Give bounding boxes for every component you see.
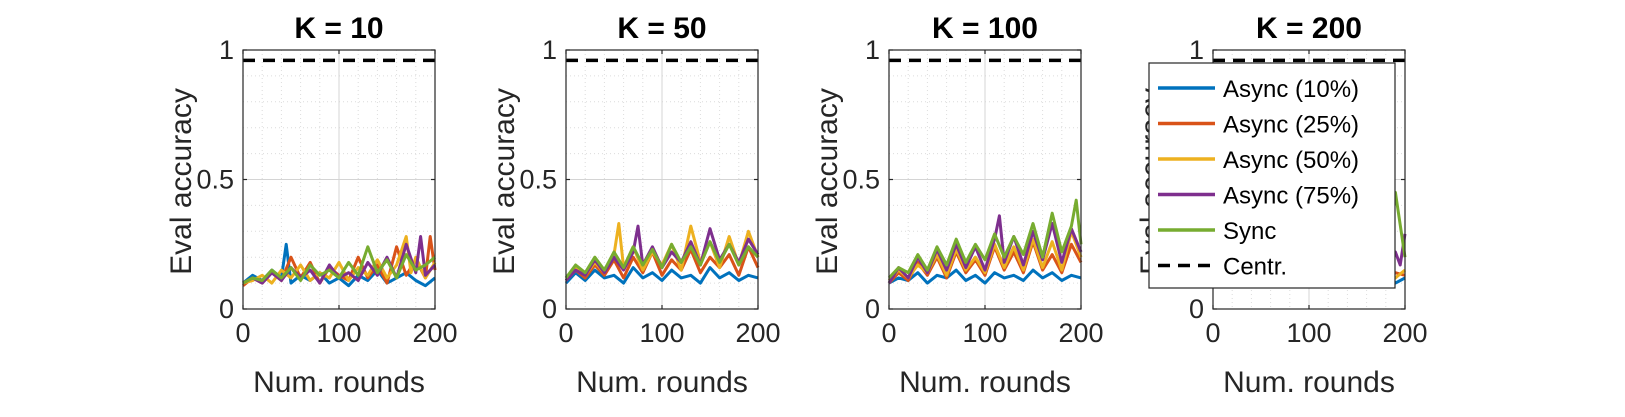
y-tick-label: 0 (219, 294, 234, 324)
legend: Async (10%) Async (25%) Async (50%) Async (… (1148, 62, 1396, 289)
chart-panel: 0 100 200 0 0.5 1 K = 10 Num. rounds Eval accura… (165, 12, 458, 399)
x-axis-label: Num. rounds (1223, 366, 1395, 399)
x-tick-label: 100 (639, 318, 684, 348)
legend-label: Async (75%) (1223, 183, 1359, 210)
series-line (888, 268, 1082, 285)
x-tick-label: 0 (1205, 318, 1220, 348)
series-line (564, 245, 760, 282)
y-tick-label: 1 (219, 35, 234, 65)
legend-label: Async (25%) (1223, 112, 1359, 139)
x-tick-label: 200 (735, 318, 780, 348)
series-line (564, 266, 759, 285)
y-tick-label: 0 (1189, 294, 1204, 324)
legend-item: Async (50%) (1158, 147, 1359, 174)
y-tick-label: 1 (1189, 35, 1204, 65)
series-line (887, 229, 1083, 282)
y-tick-label: 1 (865, 35, 880, 65)
x-tick-label: 200 (1382, 318, 1427, 348)
chart-title: K = 100 (932, 12, 1038, 45)
series-line (564, 240, 760, 279)
chart-title: K = 50 (617, 12, 706, 45)
x-axis-label: Num. rounds (576, 366, 748, 399)
y-tick-label: 0.5 (842, 165, 880, 195)
legend-item: Async (25%) (1158, 112, 1359, 139)
legend-label: Async (50%) (1223, 147, 1359, 174)
x-tick-label: 200 (412, 318, 457, 348)
y-tick-label: 1 (542, 35, 557, 65)
x-axis-label: Num. rounds (899, 366, 1071, 399)
chart-panel: 0 100 200 0 0.5 1 K = 50 Num. rounds Eval accura… (488, 12, 781, 399)
legend-item: Centr. (1158, 254, 1287, 281)
x-tick-label: 0 (235, 318, 250, 348)
series-line (887, 198, 1083, 279)
chart-title: K = 200 (1256, 12, 1362, 45)
chart-panel: 0 100 200 0 0.5 1 K = 100 Num. rounds Eval accur… (811, 12, 1104, 399)
series-line (242, 235, 437, 285)
y-axis-label: Eval accuracy (811, 88, 844, 275)
legend-item: Sync (1158, 218, 1276, 245)
y-axis-label: Eval accuracy (488, 88, 521, 275)
legend-label: Sync (1223, 218, 1276, 245)
y-tick-label: 0.5 (519, 165, 557, 195)
series-line (242, 245, 436, 285)
legend-item: Async (75%) (1158, 183, 1359, 210)
x-tick-label: 100 (962, 318, 1007, 348)
y-tick-label: 0 (865, 294, 880, 324)
x-axis-label: Num. rounds (253, 366, 425, 399)
legend-item: Async (10%) (1158, 76, 1359, 103)
legend-label: Async (10%) (1223, 76, 1359, 103)
x-tick-label: 0 (558, 318, 573, 348)
legend-label: Centr. (1223, 254, 1287, 281)
x-tick-label: 0 (881, 318, 896, 348)
y-axis-label: Eval accuracy (165, 88, 198, 275)
x-tick-label: 100 (1286, 318, 1331, 348)
x-tick-label: 200 (1058, 318, 1103, 348)
chart-title: K = 10 (294, 12, 383, 45)
y-tick-label: 0.5 (196, 165, 234, 195)
x-tick-label: 100 (316, 318, 361, 348)
y-tick-label: 0 (542, 294, 557, 324)
legend-box (1148, 62, 1396, 289)
